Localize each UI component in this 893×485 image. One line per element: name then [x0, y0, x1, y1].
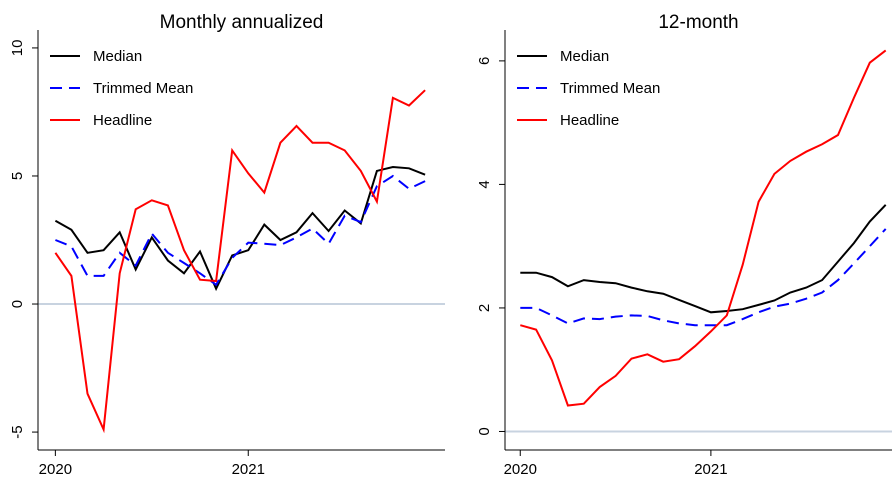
series-line	[520, 204, 887, 314]
y-tick-label: 5	[9, 172, 26, 180]
legend-label: Headline	[560, 112, 619, 129]
series-line	[54, 165, 426, 292]
y-tick-label: 0	[9, 300, 26, 308]
x-tick-label: 2020	[39, 461, 72, 478]
legend-label: Trimmed Mean	[560, 80, 660, 97]
x-tick-label: 2020	[504, 461, 537, 478]
legend-label: Median	[560, 48, 609, 65]
y-tick-label: 10	[9, 40, 26, 57]
series-line	[55, 174, 426, 287]
legend-label: Headline	[93, 112, 152, 129]
legend-label: Median	[93, 48, 142, 65]
series-line	[520, 228, 887, 327]
x-tick-label: 2021	[694, 461, 727, 478]
y-tick-label: -5	[9, 425, 26, 438]
y-tick-label: 2	[476, 304, 493, 312]
y-tick-label: 4	[476, 180, 493, 188]
x-tick-label: 2021	[232, 461, 265, 478]
series-line	[54, 89, 426, 434]
y-tick-label: 6	[476, 57, 493, 65]
y-tick-label: 0	[476, 427, 493, 435]
chart-title: 12-month	[658, 12, 738, 33]
legend-label: Trimmed Mean	[93, 80, 193, 97]
chart-title: Monthly annualized	[160, 12, 324, 33]
series-line	[520, 49, 887, 407]
